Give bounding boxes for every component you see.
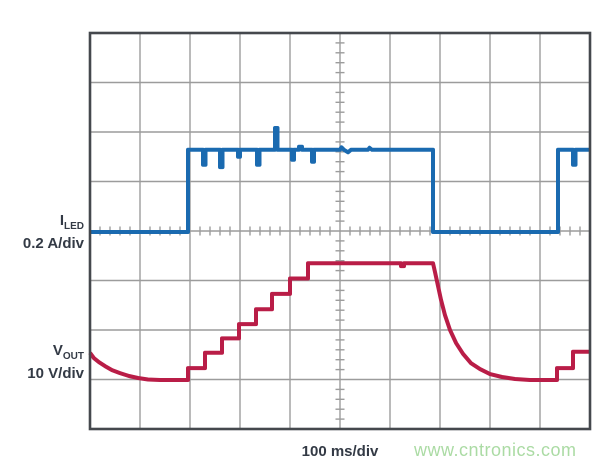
channel1-scale: 0.2 A/div (22, 235, 84, 252)
channel2-name: VOUT (52, 342, 84, 362)
trace-i_led (90, 126, 590, 234)
watermark-url: www.cntronics.com (414, 440, 577, 460)
plot-border (88, 31, 592, 431)
channel2-scale: 10 V/div (27, 365, 84, 382)
timebase-label: 100 ms/div (301, 443, 379, 460)
channel1-name: ILED (59, 212, 84, 232)
trace-v_out (88, 261, 590, 382)
channel1-label: ILED 0.2 A/div (0, 212, 84, 252)
channel2-label: VOUT 10 V/div (0, 342, 84, 382)
